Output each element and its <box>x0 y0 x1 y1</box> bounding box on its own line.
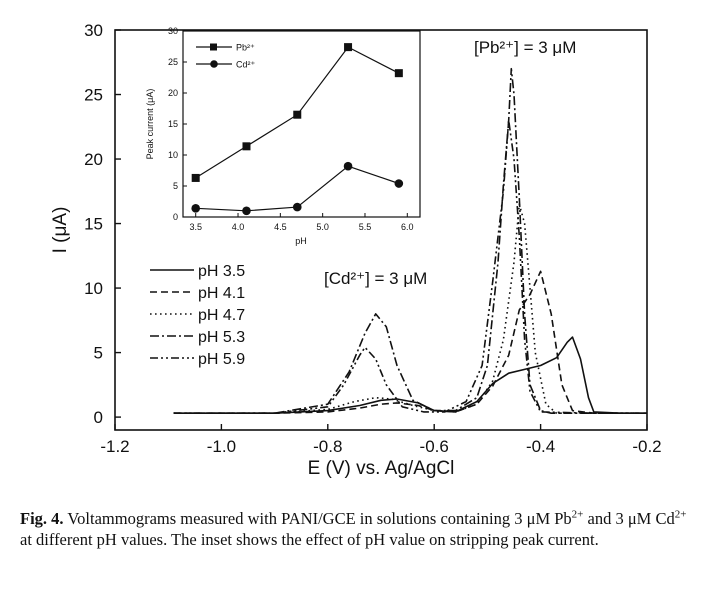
main-x-tick-label: -0.8 <box>313 437 342 456</box>
legend-entry: pH 5.9 <box>198 351 245 368</box>
main-y-tick-label: 5 <box>94 344 103 363</box>
caption-text-3: at different pH values. The inset shows … <box>20 530 599 549</box>
caption-sup-2: 2+ <box>674 508 687 521</box>
inset-legend-entry: Pb²⁺ <box>236 43 255 53</box>
inset-y-axis-label: Peak current (μA) <box>145 89 155 160</box>
inset-y-tick-label: 20 <box>168 88 178 98</box>
main-plot-frame <box>114 29 648 431</box>
series-line-ph-4-7 <box>173 203 647 414</box>
inset-point-circle <box>191 204 200 213</box>
inset-legend-marker <box>210 43 217 51</box>
legend-entry: pH 4.1 <box>198 285 245 302</box>
main-y-axis-label: I (μA) <box>50 207 71 254</box>
main-x-tick-label: -1.0 <box>207 437 236 456</box>
inset-point-square <box>191 173 200 182</box>
caption-text-1: Voltammograms measured with PANI/GCE in … <box>63 509 572 528</box>
inset-legend: Pb²⁺ Cd²⁺ <box>196 43 256 70</box>
inset-point-square <box>293 110 302 119</box>
main-y-tick-label: 15 <box>84 215 103 234</box>
main-x-axis-label: E (V) vs. Ag/AgCl <box>308 458 455 479</box>
caption-sup-1: 2+ <box>571 508 584 521</box>
legend-entry: pH 5.3 <box>198 329 245 346</box>
inset-x-tick-label: 5.0 <box>316 222 329 232</box>
inset-legend-entry: Cd²⁺ <box>236 60 256 70</box>
inset-frame <box>182 30 421 218</box>
series-line-ph-3-5 <box>173 336 647 414</box>
series-line-ph-4-1 <box>173 270 647 414</box>
inset-point-square <box>394 69 403 78</box>
inset-y-tick-label: 25 <box>168 57 178 67</box>
inset-y-tick-label: 5 <box>173 181 178 191</box>
inset-point-square <box>344 43 353 52</box>
inset-x-tick-label: 6.0 <box>401 222 414 232</box>
inset-x-tick-label: 5.5 <box>359 222 372 232</box>
series-line-ph-5-9 <box>173 119 647 414</box>
caption-text-2: and 3 μM Cd <box>583 509 675 528</box>
main-x-tick-label: -0.2 <box>632 437 661 456</box>
inset-point-circle <box>343 161 353 171</box>
main-y-tick-label: 0 <box>94 408 103 427</box>
legend-entry: pH 4.7 <box>198 307 245 324</box>
main-y-tick-label: 25 <box>84 86 103 105</box>
inset-point-circle <box>394 179 404 188</box>
main-x-tick-label: -0.4 <box>526 437 555 456</box>
figure-4: -1.2 -1.0 -0.8 -0.6 -0.4 -0.2 0 5 10 15 20 25 30 E (… <box>50 21 662 479</box>
main-legend: pH 3.5 pH 4.1 pH 4.7 pH 5.3 pH 5.9 <box>150 263 245 368</box>
inset-point-circle <box>292 202 302 212</box>
main-y-tick-label: 30 <box>84 21 103 40</box>
inset-x-tick-label: 4.5 <box>274 222 287 232</box>
inset-point-square <box>242 142 251 151</box>
inset-x-tick-label: 3.5 <box>189 222 202 232</box>
main-x-tick-label: -1.2 <box>100 437 129 456</box>
inset-y-tick-label: 30 <box>168 26 178 36</box>
caption-label: Fig. 4. <box>20 509 64 528</box>
inset-point-circle <box>242 206 251 216</box>
inset-y-tick-label: 0 <box>173 212 178 222</box>
main-x-tick-label: -0.6 <box>420 437 449 456</box>
cd-annotation: [Cd²⁺] = 3 μM <box>324 269 427 288</box>
main-y-tick-label: 20 <box>84 150 103 169</box>
inset-y-tick-label: 15 <box>168 119 178 129</box>
pb-annotation: [Pb²⁺] = 3 μM <box>474 38 576 57</box>
inset-y-tick-label: 10 <box>168 150 178 160</box>
legend-entry: pH 3.5 <box>198 263 245 280</box>
figure-caption: Fig. 4. Voltammograms measured with PANI… <box>20 508 688 550</box>
inset-x-tick-label: 4.0 <box>232 222 245 232</box>
inset-legend-marker <box>210 60 218 68</box>
main-y-tick-label: 10 <box>84 279 103 298</box>
inset-x-axis-label: pH <box>295 236 307 246</box>
